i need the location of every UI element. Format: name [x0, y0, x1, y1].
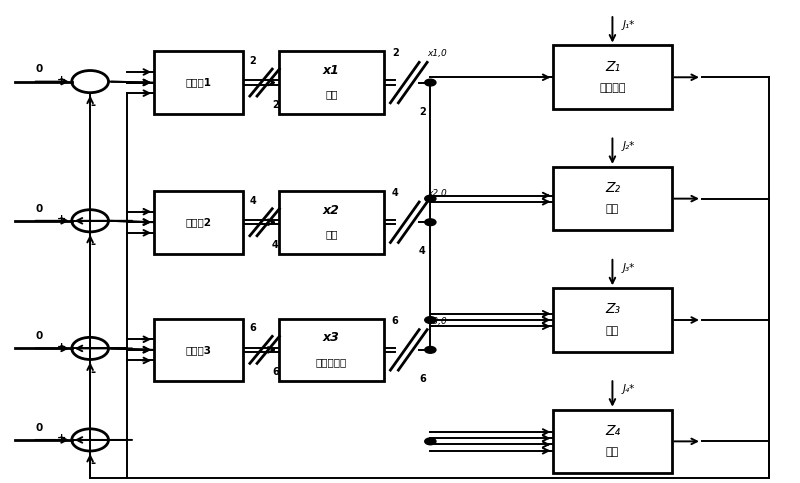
- Bar: [554, 288, 671, 352]
- Text: 6: 6: [392, 316, 398, 326]
- Text: 2: 2: [419, 107, 426, 117]
- Text: 2: 2: [272, 100, 278, 110]
- Bar: [554, 410, 671, 473]
- Text: 2: 2: [250, 56, 257, 66]
- Bar: [278, 191, 384, 254]
- Bar: [278, 51, 384, 114]
- Text: -: -: [90, 238, 96, 251]
- Text: x2,0: x2,0: [427, 189, 447, 198]
- Circle shape: [425, 438, 436, 445]
- Text: 4: 4: [392, 188, 398, 198]
- Text: x2: x2: [323, 204, 340, 217]
- Text: 运动学能力: 运动学能力: [316, 357, 347, 367]
- Text: 0: 0: [35, 331, 42, 341]
- Text: 时间: 时间: [606, 447, 619, 457]
- Text: 强度: 强度: [606, 204, 619, 214]
- Text: 4: 4: [250, 196, 257, 206]
- Text: 2: 2: [392, 48, 398, 58]
- Text: 6: 6: [250, 324, 257, 333]
- Circle shape: [425, 195, 436, 202]
- Text: 0: 0: [35, 203, 42, 213]
- Text: 0: 0: [35, 64, 42, 74]
- Circle shape: [425, 317, 436, 324]
- Text: -: -: [90, 366, 96, 379]
- Circle shape: [425, 219, 436, 226]
- Text: +: +: [57, 75, 66, 85]
- Bar: [278, 319, 384, 381]
- Text: x1: x1: [323, 64, 340, 77]
- Bar: [154, 191, 243, 254]
- Text: Z₃: Z₃: [605, 302, 620, 316]
- Text: 控制彔2: 控制彔2: [186, 217, 212, 227]
- Bar: [154, 51, 243, 114]
- Text: 4: 4: [419, 246, 426, 256]
- Text: 4: 4: [272, 240, 278, 250]
- Text: x1,0: x1,0: [427, 49, 447, 58]
- Text: 控制彔1: 控制彔1: [186, 78, 212, 87]
- Text: 工作空间: 工作空间: [599, 83, 626, 93]
- Circle shape: [425, 346, 436, 353]
- Text: -: -: [90, 99, 96, 112]
- Text: 臂长: 臂长: [325, 90, 338, 99]
- Text: -: -: [90, 457, 96, 470]
- Text: x3: x3: [323, 331, 340, 344]
- Text: Z₁: Z₁: [605, 60, 620, 74]
- Text: Z₂: Z₂: [605, 181, 620, 195]
- Text: 0: 0: [35, 423, 42, 433]
- Text: +: +: [57, 214, 66, 224]
- Text: J₁*: J₁*: [623, 20, 635, 30]
- Text: J₃*: J₃*: [623, 262, 635, 272]
- Text: +: +: [57, 342, 66, 352]
- Text: 能量: 能量: [606, 326, 619, 336]
- Circle shape: [425, 79, 436, 86]
- Text: 6: 6: [272, 367, 278, 377]
- Text: +: +: [57, 433, 66, 443]
- Text: x3,0: x3,0: [427, 317, 447, 326]
- Text: Z₄: Z₄: [605, 424, 620, 438]
- Bar: [554, 167, 671, 230]
- Text: J₂*: J₂*: [623, 141, 635, 151]
- Bar: [554, 45, 671, 109]
- Text: J₄*: J₄*: [623, 384, 635, 394]
- Text: 控制彔3: 控制彔3: [186, 345, 212, 355]
- Text: 6: 6: [419, 374, 426, 384]
- Text: 臂厚: 臂厚: [325, 229, 338, 239]
- Bar: [154, 319, 243, 381]
